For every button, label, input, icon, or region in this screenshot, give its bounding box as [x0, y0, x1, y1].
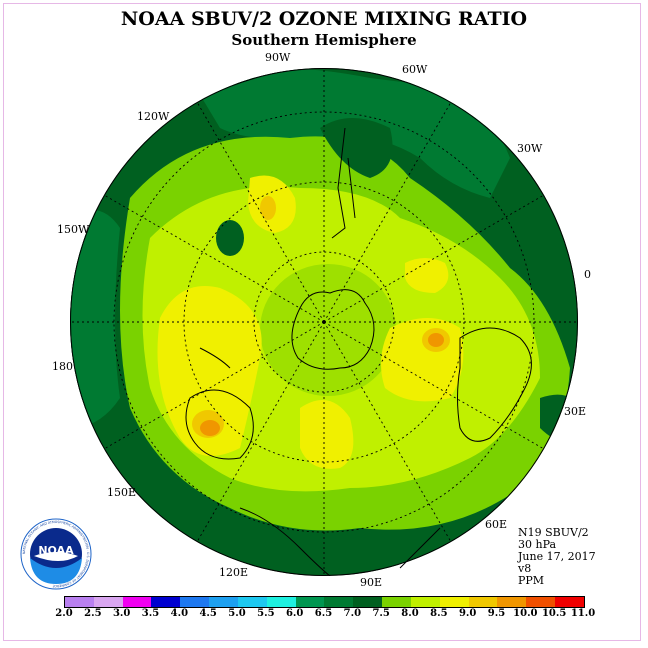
lon-label-150w: 150W — [57, 223, 90, 236]
graticule — [70, 68, 578, 576]
lon-label-150e: 150E — [107, 486, 137, 499]
band-8-5-ne — [405, 258, 449, 293]
colorbar-cell — [353, 597, 383, 607]
colorbar-cell — [151, 597, 181, 607]
colorbar-tick-label: 8.5 — [430, 608, 448, 619]
colorbar-tick-label: 4.5 — [199, 608, 217, 619]
africa-coast — [457, 327, 532, 442]
colorbar-ticks: 2.0 2.5 3.0 3.5 4.0 4.5 5.0 5.5 6.0 6.5 7.0 7.5 8.0 8… — [50, 608, 598, 622]
satellite-label: N19 SBUV/2 — [518, 526, 589, 539]
colorbar-tick-label: 7.5 — [372, 608, 390, 619]
meridian-150e — [103, 321, 325, 450]
colorbar-tick-label: 5.0 — [228, 608, 246, 619]
band-8-5-west — [157, 286, 262, 456]
polar-ozone-map — [70, 68, 578, 576]
band-8-5-south — [300, 400, 354, 469]
map-border — [70, 68, 578, 576]
colorbar-tick-label: 4.0 — [170, 608, 189, 619]
band-9-5-east — [428, 333, 444, 347]
band-8-5-east — [381, 318, 464, 402]
lon-label-30w: 30W — [517, 142, 543, 155]
lon-label-90w: 90W — [265, 51, 291, 64]
lon-label-180: 180 — [52, 360, 73, 373]
colorbar-cell — [410, 597, 440, 607]
band-9-5-west — [200, 420, 220, 436]
colorbar-tick-label: 9.5 — [487, 608, 506, 619]
lon-label-30e: 30E — [564, 405, 587, 418]
info-block: N19 SBUV/2 30 hPa June 17, 2017 v8 PPM — [518, 527, 596, 587]
colorbar-cell — [555, 597, 584, 607]
lon-label-120w: 120W — [137, 110, 170, 123]
units-label: PPM — [518, 574, 545, 587]
map-subtitle: Southern Hemisphere — [231, 31, 417, 49]
colorbar-cell — [439, 597, 469, 607]
colorbar-tick-label: 6.5 — [314, 608, 333, 619]
polar-core — [260, 264, 396, 396]
map-title: NOAA SBUV/2 OZONE MIXING RATIO — [120, 8, 528, 30]
colorbar-tick-label: 3.5 — [141, 608, 160, 619]
colorbar-cell — [237, 597, 267, 607]
colorbar-cell — [209, 597, 238, 607]
antarctica-coast — [291, 289, 375, 370]
meridian-60w — [323, 101, 452, 323]
band-7-0-north-tongue — [320, 118, 393, 178]
se-asia-coast — [239, 507, 331, 576]
indian-ocean-coast — [399, 527, 441, 569]
figure-frame — [3, 3, 641, 641]
colorbar-tick-label: 9.0 — [458, 608, 477, 619]
band-6-5-left — [70, 210, 120, 428]
meridian-120w — [196, 101, 325, 323]
meridian-60e — [323, 321, 452, 543]
colorbar-cell — [497, 597, 527, 607]
new-zealand-coast — [199, 347, 231, 369]
colorbar-tick-label: 5.5 — [257, 608, 275, 619]
version-label: v8 — [518, 562, 532, 575]
colorbar-tick-label: 3.0 — [112, 608, 131, 619]
meridian-120e — [196, 321, 325, 543]
lon-label-60w: 60W — [402, 63, 428, 76]
colorbar-tick-label: 8.0 — [401, 608, 419, 619]
colorbar-tick-label: 6.0 — [285, 608, 304, 619]
colorbar-cell — [122, 597, 152, 607]
colorbar-cell — [65, 597, 94, 607]
colorbar-cell — [468, 597, 498, 607]
colorbar-cell — [266, 597, 296, 607]
ozone-field — [70, 68, 578, 576]
colorbar — [64, 596, 585, 608]
colorbar-cell — [382, 597, 411, 607]
colorbar-tick-label: 2.5 — [84, 608, 102, 619]
colorbar-tick-label: 10.5 — [541, 608, 567, 619]
pressure-level-label: 30 hPa — [518, 538, 557, 551]
meridian-30w — [323, 194, 545, 323]
date-label: June 17, 2017 — [518, 550, 596, 563]
australia-coast — [185, 389, 254, 460]
lon-label-60e: 60E — [485, 518, 508, 531]
colorbar-cell — [324, 597, 354, 607]
coastlines — [185, 127, 532, 576]
colorbar-cell — [93, 597, 123, 607]
band-7-0-island — [216, 220, 244, 256]
lon-label-0: 0 — [584, 268, 591, 281]
noaa-logo: NOAA NATIONAL OCEANIC AND ATMOSPHERIC AD… — [20, 518, 92, 590]
colorbar-tick-label: 7.0 — [343, 608, 362, 619]
band-9-0-north — [260, 196, 276, 220]
colorbar-cell — [180, 597, 210, 607]
colorbar-tick-label: 2.0 — [55, 608, 73, 619]
colorbar-tick-label: 11.0 — [570, 608, 596, 619]
lon-label-120e: 120E — [219, 566, 249, 579]
meridian-30e — [323, 321, 545, 450]
colorbar-cell — [295, 597, 325, 607]
meridian-150w — [103, 194, 325, 323]
noaa-logo-text: NOAA — [38, 544, 74, 557]
lon-label-90e: 90E — [360, 576, 383, 589]
south-america-coast — [331, 127, 356, 239]
colorbar-tick-label: 10.0 — [513, 608, 538, 619]
colorbar-cell — [526, 597, 556, 607]
